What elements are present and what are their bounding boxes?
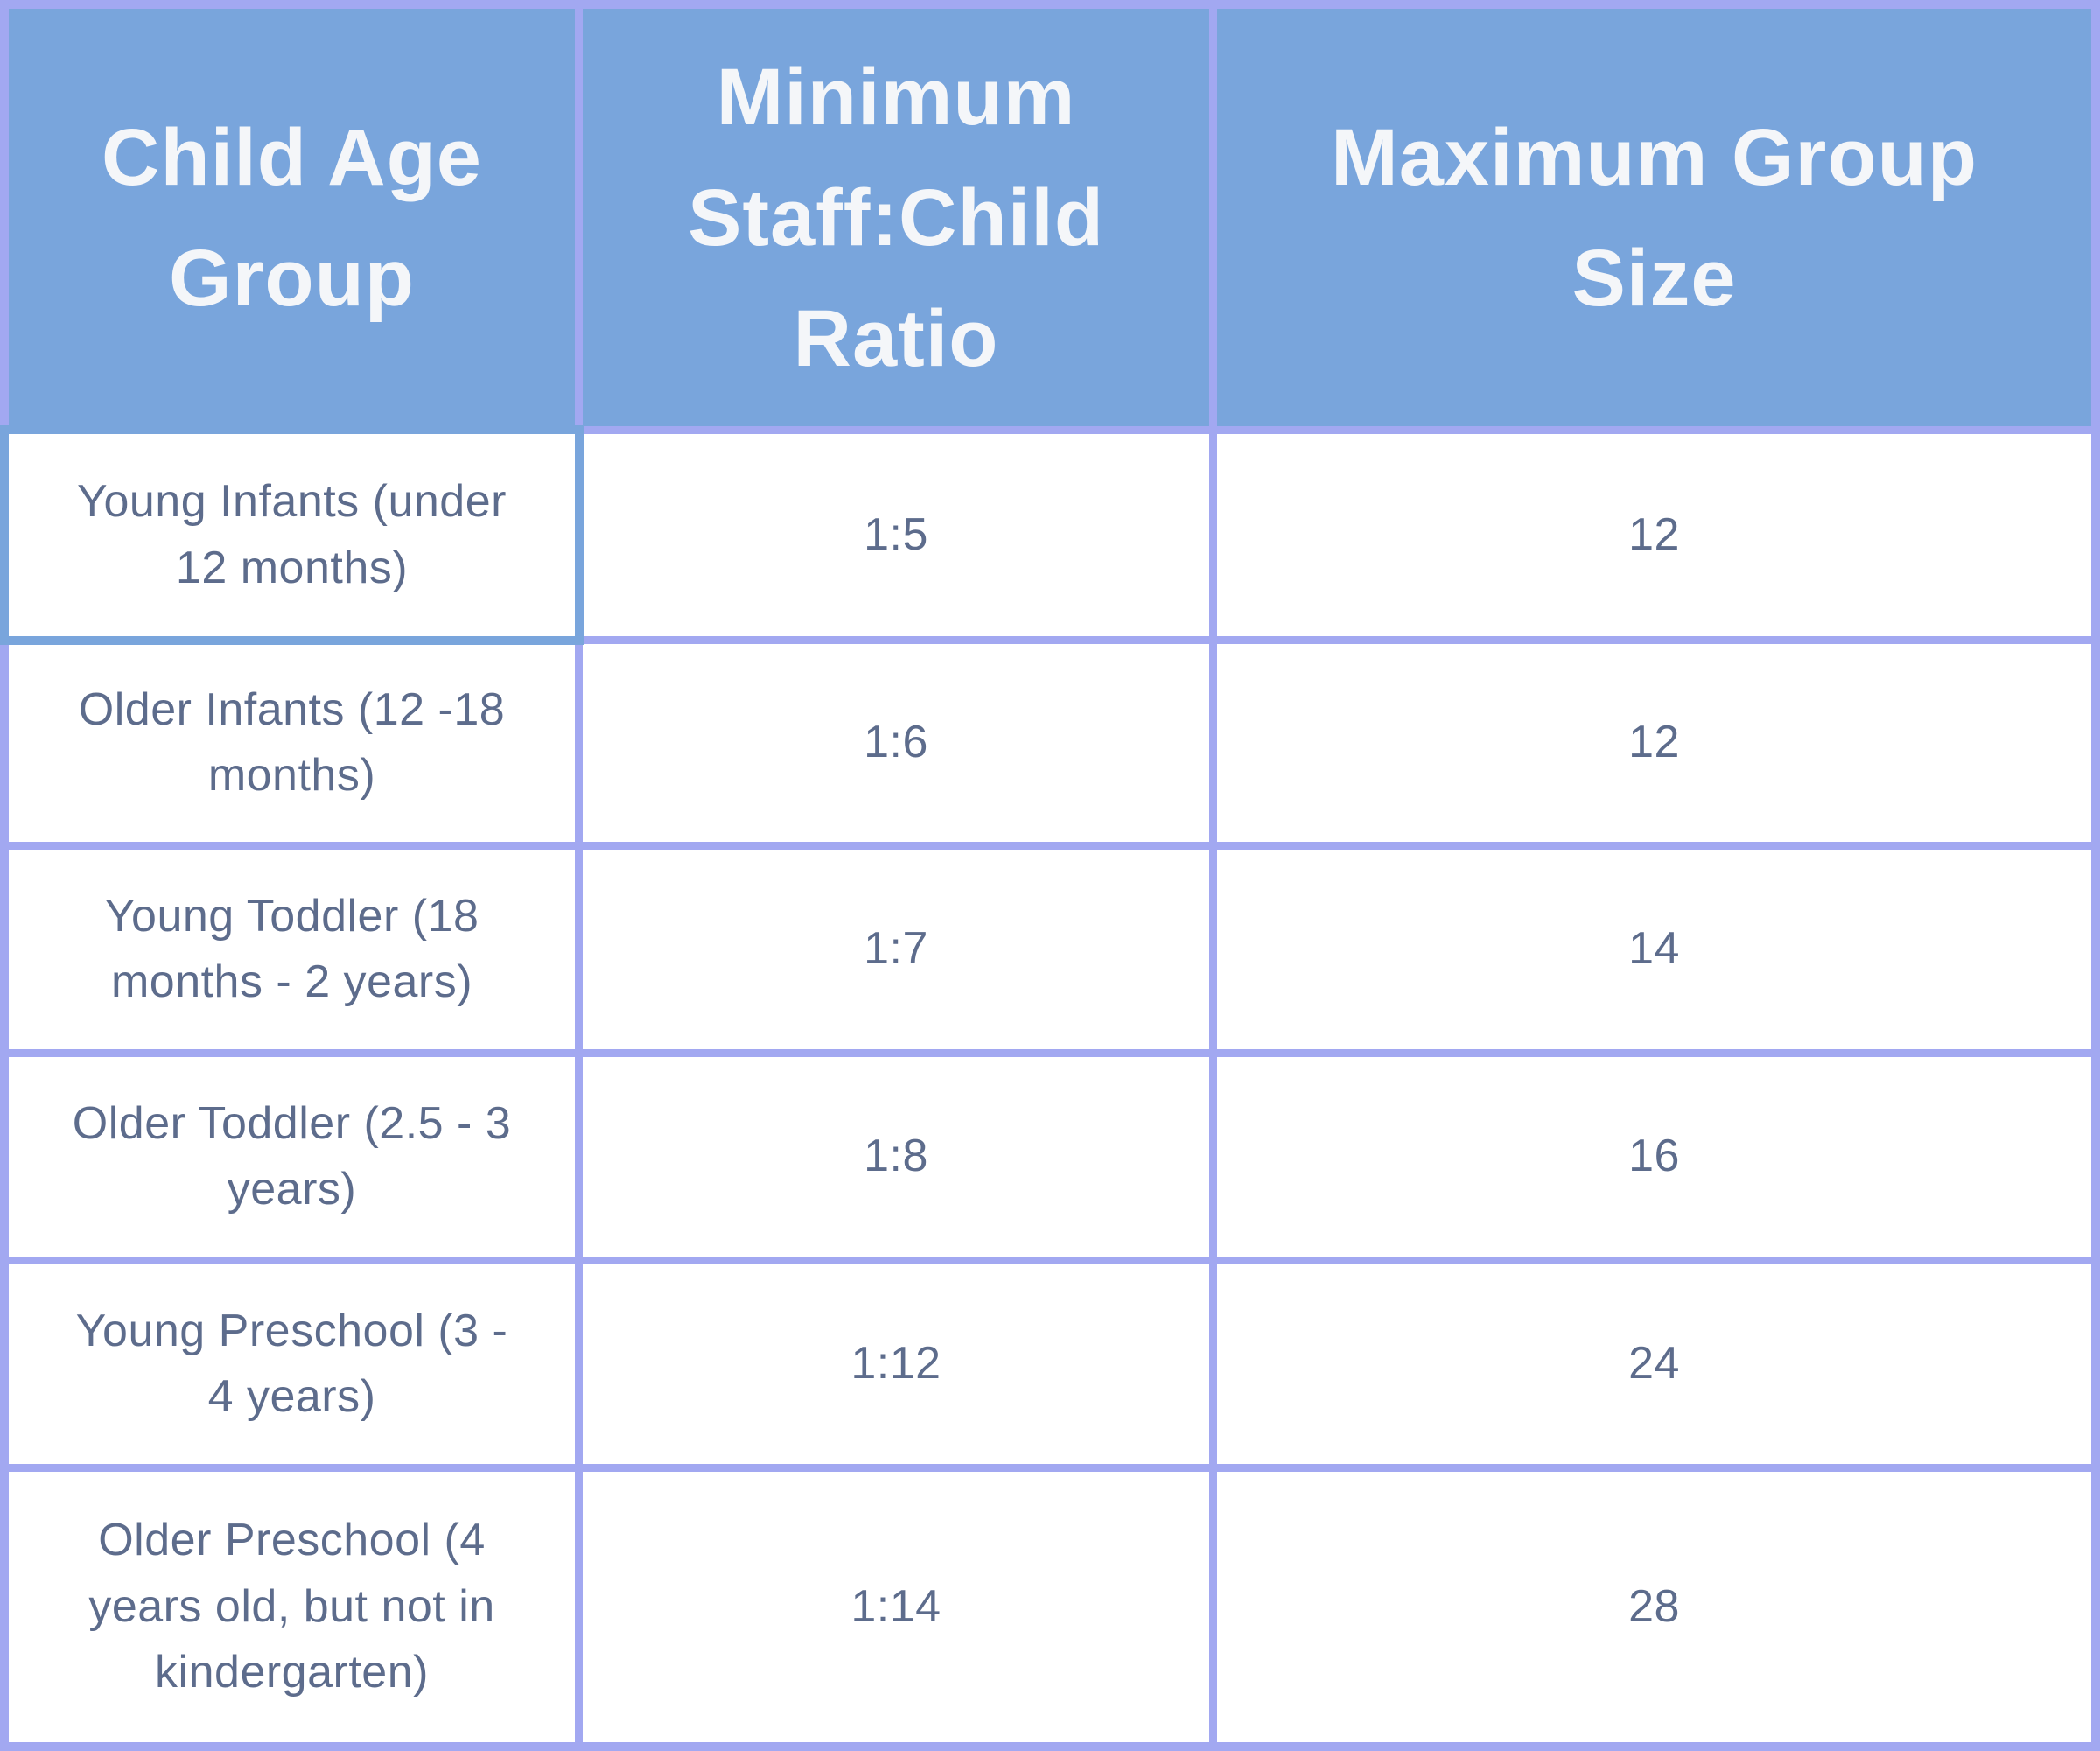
cell-max-size-older-infants: 12 bbox=[1217, 644, 2091, 842]
cell-ratio-older-toddler: 1:8 bbox=[583, 1057, 1209, 1257]
cell-max-size-young-preschool: 24 bbox=[1217, 1264, 2091, 1464]
cell-ratio-young-toddler: 1:7 bbox=[583, 850, 1209, 1049]
cell-age-group-older-preschool: Older Preschool (4 years old, but not in… bbox=[9, 1472, 575, 1742]
column-header-min-staff-child-ratio: Minimum Staff:Child Ratio bbox=[583, 9, 1209, 426]
cell-max-size-young-toddler: 14 bbox=[1217, 850, 2091, 1049]
cell-ratio-young-infants: 1:5 bbox=[583, 434, 1209, 636]
cell-max-size-older-preschool: 28 bbox=[1217, 1472, 2091, 1742]
cell-ratio-older-preschool: 1:14 bbox=[583, 1472, 1209, 1742]
cell-ratio-young-preschool: 1:12 bbox=[583, 1264, 1209, 1464]
cell-age-group-young-preschool: Young Preschool (3 - 4 years) bbox=[9, 1264, 575, 1464]
cell-age-group-young-toddler: Young Toddler (18 months - 2 years) bbox=[9, 850, 575, 1049]
cell-ratio-older-infants: 1:6 bbox=[583, 644, 1209, 842]
cell-age-group-older-infants: Older Infants (12 -18 months) bbox=[9, 644, 575, 842]
cell-max-size-older-toddler: 16 bbox=[1217, 1057, 2091, 1257]
cell-age-group-young-infants: Young Infants (under 12 months) bbox=[9, 434, 575, 636]
column-header-child-age-group: Child Age Group bbox=[9, 9, 575, 426]
column-header-max-group-size: Maximum Group Size bbox=[1217, 9, 2091, 426]
cell-max-size-young-infants: 12 bbox=[1217, 434, 2091, 636]
cell-age-group-older-toddler: Older Toddler (2.5 - 3 years) bbox=[9, 1057, 575, 1257]
